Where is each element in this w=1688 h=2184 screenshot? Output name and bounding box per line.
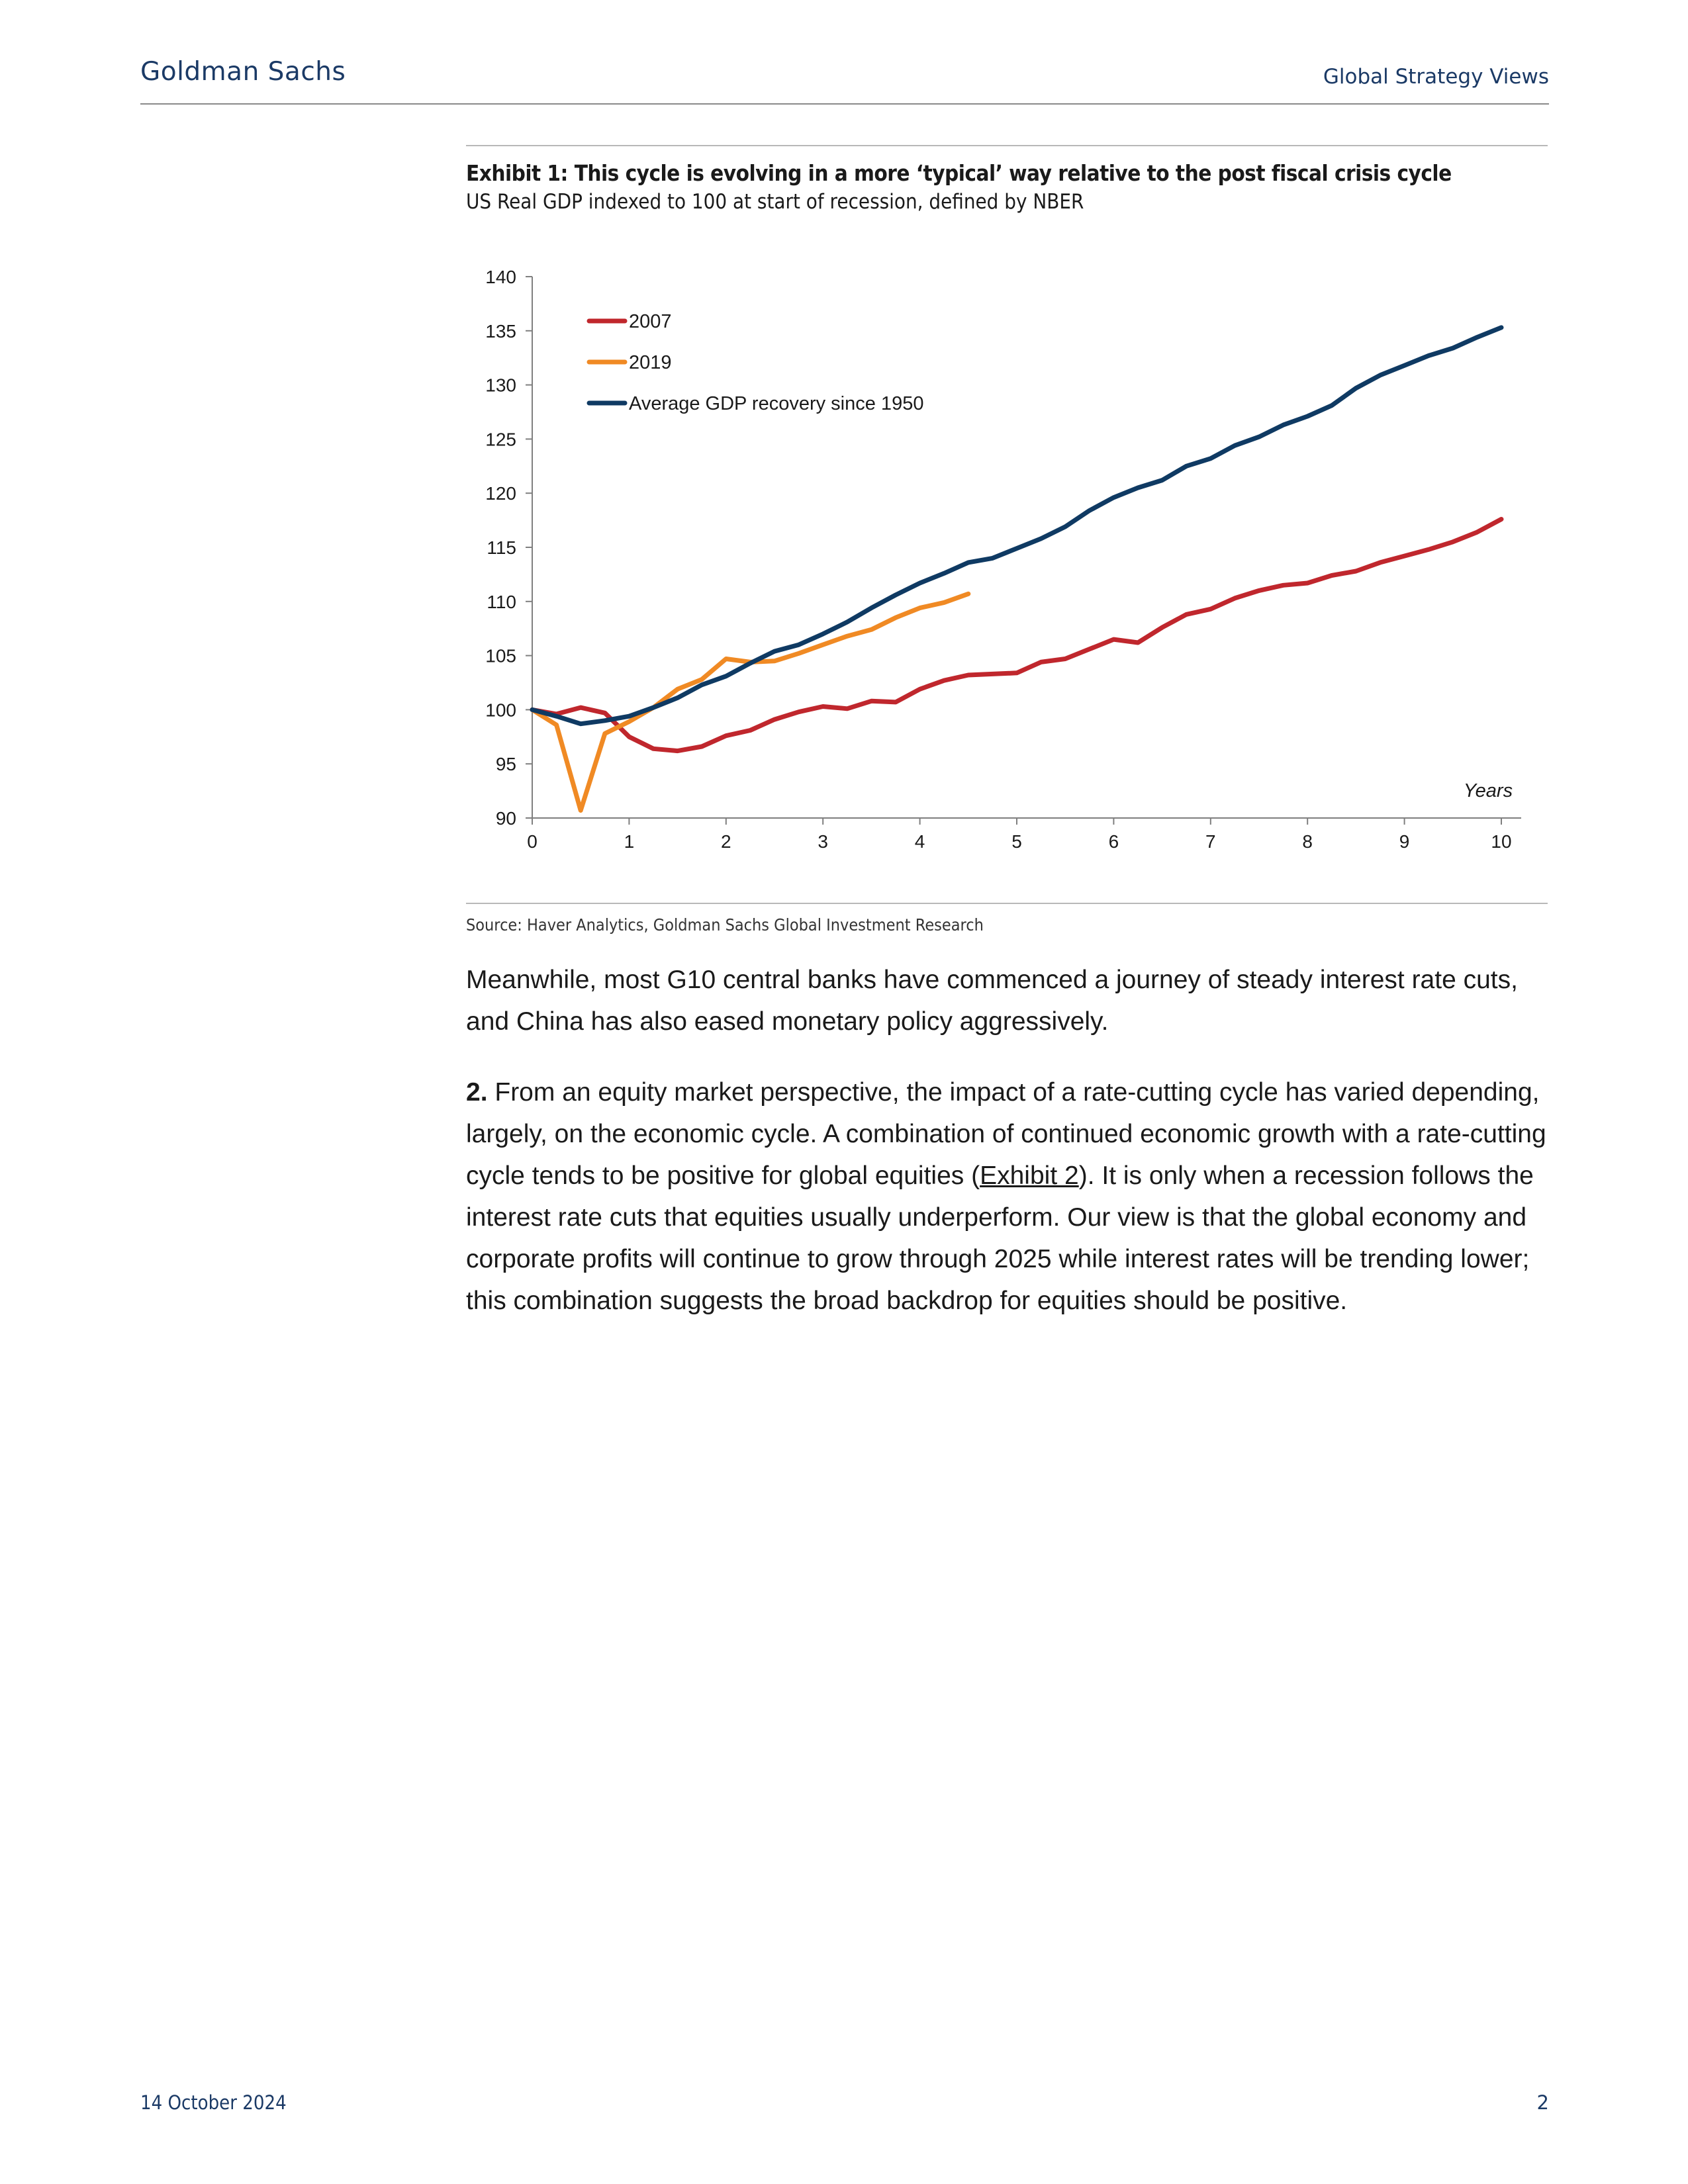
x-tick-label: 6 bbox=[1109, 831, 1119, 852]
paragraph-2-number: 2. bbox=[466, 1078, 488, 1107]
chart-axes: 90 95 100 105 110 115 120 125 130 135 140 0 1 2 3 4 5 6 7 8… bbox=[485, 267, 1521, 852]
y-tick-label: 135 bbox=[485, 321, 516, 341]
exhibit-title: Exhibit 1: This cycle is evolving in a m… bbox=[466, 160, 1452, 186]
y-tick-label: 105 bbox=[485, 646, 516, 666]
series-line-1 bbox=[530, 517, 1504, 754]
brand-name: Goldman Sachs bbox=[140, 57, 346, 87]
exhibit-subtitle: US Real GDP indexed to 100 at start of r… bbox=[466, 190, 1084, 214]
x-tick-label: 3 bbox=[818, 831, 828, 852]
x-tick-label: 2 bbox=[721, 831, 731, 852]
y-tick-label: 95 bbox=[496, 754, 516, 774]
y-tick-label: 140 bbox=[485, 267, 516, 287]
x-tick-label: 5 bbox=[1011, 831, 1022, 852]
paragraph-2: 2. From an equity market perspective, th… bbox=[466, 1071, 1552, 1322]
y-tick-label: 125 bbox=[485, 429, 516, 449]
x-tick-label: 1 bbox=[624, 831, 635, 852]
exhibit-2-link[interactable]: Exhibit 2 bbox=[980, 1161, 1079, 1190]
page-number: 2 bbox=[1536, 2091, 1549, 2114]
y-tick-label: 115 bbox=[487, 537, 516, 558]
x-axis-label: Years bbox=[1464, 780, 1513, 801]
exhibit-bottom-rule bbox=[466, 903, 1548, 904]
y-tick-label: 110 bbox=[487, 592, 516, 612]
publication-title: Global Strategy Views bbox=[1323, 65, 1549, 89]
series-line-3 bbox=[530, 325, 1504, 727]
legend-label-1: 2007 bbox=[629, 311, 672, 332]
y-tick-label: 100 bbox=[485, 700, 516, 720]
paragraph-2-text-a: From an equity market perspective, the i… bbox=[466, 1078, 1546, 1190]
x-tick-label: 0 bbox=[527, 831, 538, 852]
y-tick-label: 90 bbox=[496, 808, 516, 829]
gdp-recovery-chart: 90 95 100 105 110 115 120 125 130 135 140 0 1 2 3 4 5 6 7 8… bbox=[485, 267, 1521, 852]
exhibit-top-rule bbox=[466, 145, 1548, 146]
exhibit-source: Source: Haver Analytics, Goldman Sachs G… bbox=[466, 915, 984, 934]
x-tick-label: 10 bbox=[1491, 831, 1511, 852]
x-tick-label: 9 bbox=[1399, 831, 1410, 852]
chart-series bbox=[530, 325, 1504, 813]
series-line-2 bbox=[530, 591, 971, 813]
paragraph-2-text-b: ). It is only when a recession follows t… bbox=[466, 1161, 1534, 1315]
legend-label-2: 2019 bbox=[629, 352, 672, 373]
x-tick-label: 8 bbox=[1302, 831, 1313, 852]
footer-date: 14 October 2024 bbox=[140, 2091, 287, 2114]
header-divider bbox=[140, 103, 1549, 105]
y-tick-label: 120 bbox=[485, 483, 516, 504]
legend-label-3: Average GDP recovery since 1950 bbox=[629, 393, 923, 414]
y-tick-label: 130 bbox=[485, 375, 516, 396]
x-tick-label: 4 bbox=[915, 831, 925, 852]
x-tick-label: 7 bbox=[1205, 831, 1216, 852]
chart-legend: 2007 2019 Average GDP recovery since 1950 bbox=[586, 311, 923, 414]
paragraph-1: Meanwhile, most G10 central banks have c… bbox=[466, 966, 1518, 1036]
